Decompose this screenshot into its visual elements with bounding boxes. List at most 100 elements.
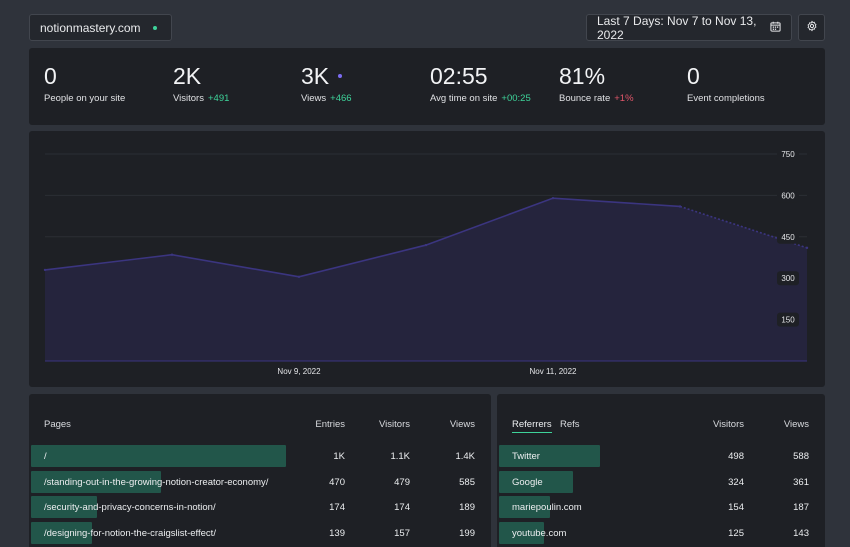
series-dot <box>338 74 343 78</box>
visitors-value: 154 <box>728 502 744 513</box>
y-tick-label: 600 <box>781 191 795 200</box>
visitors-value: 125 <box>728 527 744 539</box>
share-bar <box>31 521 93 544</box>
stat-label: Bounce rate <box>559 93 611 104</box>
stat-value: 0 <box>44 63 57 89</box>
views-value: 189 <box>459 502 475 513</box>
stat-event-completions[interactable]: 0 Event completions <box>687 62 765 104</box>
views-value: 187 <box>793 502 809 513</box>
site-name: notionmastery.com <box>40 20 141 35</box>
stat-views[interactable]: 3K Views +466 <box>301 62 352 104</box>
stat-delta: +491 <box>207 93 230 104</box>
stat-delta: +1% <box>614 93 634 104</box>
date-range-picker[interactable]: Last 7 Days: Nov 7 to Nov 13, 2022 <box>586 13 792 42</box>
views-value: 143 <box>793 527 809 539</box>
referrer-row[interactable]: mariepoulin.com 154 187 <box>499 496 823 518</box>
tab-referrers[interactable]: Referrers <box>512 419 552 433</box>
share-bar <box>31 445 286 467</box>
visitors-value: 498 <box>728 451 744 462</box>
data-point <box>43 268 47 272</box>
data-point <box>551 196 555 200</box>
referrer-row[interactable]: Twitter 498 588 <box>499 445 823 467</box>
page-row[interactable]: /standing-out-in-the-growing-notion-crea… <box>31 470 489 493</box>
pages-title: Pages <box>44 419 71 430</box>
site-selector[interactable]: notionmastery.com <box>29 14 172 41</box>
stat-delta: +466 <box>330 93 352 104</box>
views-area <box>45 198 807 361</box>
data-point <box>424 243 428 247</box>
share-bar <box>31 496 98 518</box>
visitors-value: 479 <box>394 476 410 488</box>
stat-label: Avg time on site <box>430 93 498 104</box>
y-tick-label: 450 <box>781 233 795 242</box>
data-point <box>297 275 301 279</box>
chart-panel: 150 300 450 600 750 Nov 9, 2022 Nov 11, 2022 <box>29 131 825 387</box>
referrer-row[interactable]: Google 324 361 <box>499 470 823 493</box>
y-tick-bg <box>777 312 799 327</box>
entries-value: 470 <box>329 476 345 488</box>
views-value: 199 <box>459 527 475 539</box>
referrers-panel: Referrers Refs Visitors Views Twitter 498… <box>497 394 825 547</box>
visitors-value: 1.1K <box>390 451 410 462</box>
col-entries: Entries <box>315 419 345 430</box>
page-row[interactable]: /designing-for-notion-the-craigslist-eff… <box>31 521 489 544</box>
live-indicator <box>153 25 157 30</box>
referrer-name: Twitter <box>512 451 540 462</box>
stat-value: 81% <box>559 63 606 89</box>
gear-icon <box>806 19 818 37</box>
views-value: 588 <box>793 451 809 462</box>
entries-value: 139 <box>329 527 345 539</box>
referrer-row[interactable]: youtube.com 125 143 <box>499 521 823 544</box>
y-tick-bg <box>777 229 799 244</box>
views-chart[interactable]: 150 300 450 600 750 Nov 9, 2022 Nov 11, 2022 <box>29 131 825 387</box>
page-path: / <box>44 451 47 462</box>
col-visitors: Visitors <box>713 419 744 430</box>
share-bar <box>499 496 550 518</box>
col-visitors: Visitors <box>379 419 410 430</box>
data-point <box>170 253 174 256</box>
entries-value: 1K <box>333 451 345 462</box>
share-bar <box>499 445 600 467</box>
y-tick-label: 750 <box>781 150 795 159</box>
share-bar <box>499 521 545 544</box>
page-path: /designing-for-notion-the-craigslist-eff… <box>44 527 216 539</box>
stat-visitors[interactable]: 2K Visitors +491 <box>173 62 229 104</box>
tab-refs[interactable]: Refs <box>560 419 580 430</box>
views-value: 585 <box>459 476 475 488</box>
stat-value: 02:55 <box>430 63 488 89</box>
page-row[interactable]: /security-and-privacy-concerns-in-notion… <box>31 496 489 518</box>
col-views: Views <box>449 419 475 430</box>
stats-panel: 0 People on your site 2K Visitors +491 3K… <box>29 48 825 125</box>
views-value: 1.4K <box>455 451 475 462</box>
share-bar <box>499 470 573 493</box>
settings-button[interactable] <box>798 14 825 41</box>
page-path: /standing-out-in-the-growing-notion-crea… <box>44 476 269 488</box>
page-row[interactable]: / 1K 1.1K 1.4K <box>31 445 489 467</box>
col-views: Views <box>783 419 809 430</box>
stat-value: 0 <box>687 63 700 89</box>
y-tick-bg <box>777 147 799 161</box>
stat-label: Visitors <box>173 93 204 104</box>
x-tick-label: Nov 9, 2022 <box>277 367 321 376</box>
stat-people-on-site[interactable]: 0 People on your site <box>44 62 125 104</box>
views-value: 361 <box>793 476 809 488</box>
stat-label: Event completions <box>687 93 765 104</box>
page-path: /security-and-privacy-concerns-in-notion… <box>44 502 216 513</box>
data-point <box>678 205 682 208</box>
visitors-value: 324 <box>728 476 744 488</box>
pages-panel: Pages Entries Visitors Views / 1K 1.1K 1.4K… <box>29 394 491 547</box>
stat-value: 3K <box>301 63 330 89</box>
stat-bounce-rate[interactable]: 81% Bounce rate +1% <box>559 62 634 104</box>
data-point <box>805 246 809 250</box>
y-tick-label: 300 <box>781 274 795 283</box>
x-tick-label: Nov 11, 2022 <box>530 367 578 376</box>
y-tick-bg <box>777 188 799 203</box>
views-line <box>44 197 681 278</box>
visitors-value: 174 <box>394 502 410 513</box>
stat-avg-time[interactable]: 02:55 Avg time on site +00:25 <box>430 62 531 104</box>
entries-value: 174 <box>329 502 345 513</box>
referrer-name: youtube.com <box>512 527 567 539</box>
date-range-label: Last 7 Days: Nov 7 to Nov 13, 2022 <box>597 13 757 42</box>
y-tick-bg <box>777 271 799 286</box>
stat-label: Views <box>301 93 327 104</box>
